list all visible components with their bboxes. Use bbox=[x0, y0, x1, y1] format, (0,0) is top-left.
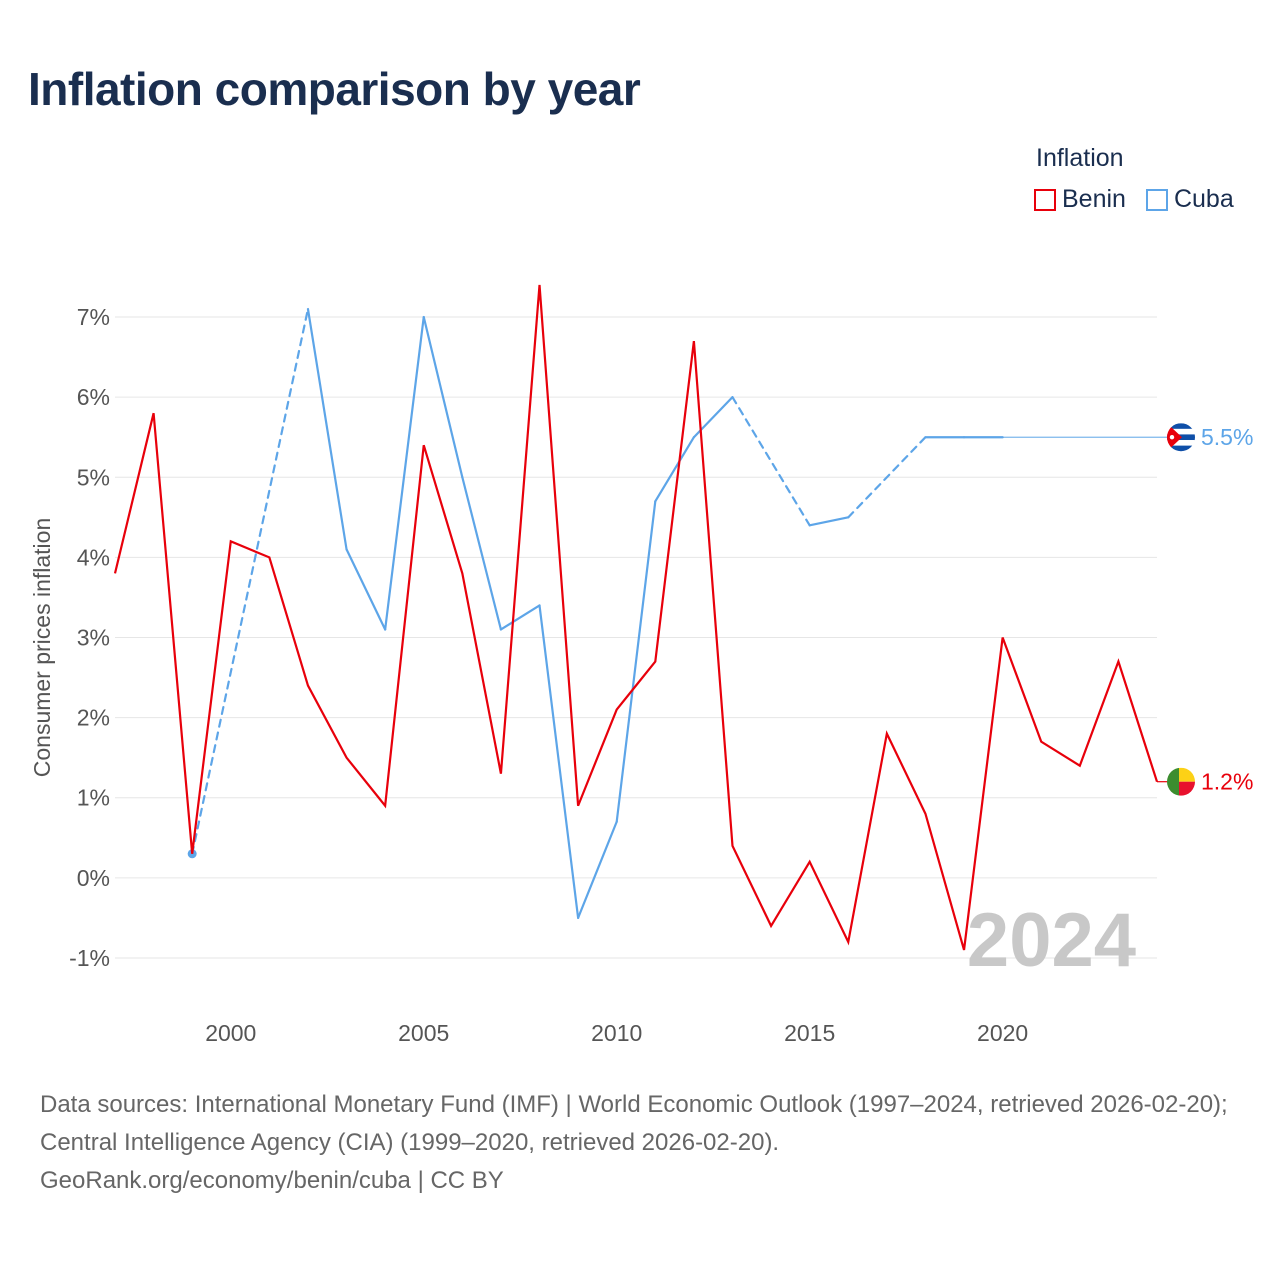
legend: Benin Cuba bbox=[1034, 185, 1246, 214]
x-tick-label: 2000 bbox=[205, 1020, 256, 1046]
cuba-line-segment bbox=[345, 548, 387, 631]
cuba-line-segment bbox=[191, 307, 310, 855]
legend-item-cuba[interactable]: Cuba bbox=[1145, 185, 1234, 214]
source-note: Data sources: International Monetary Fun… bbox=[40, 1086, 1250, 1200]
y-tick-label: -1% bbox=[69, 945, 110, 971]
y-tick-label: 3% bbox=[77, 625, 110, 651]
benin-end-label: 1.2% bbox=[1201, 769, 1253, 795]
cuba-line-segment bbox=[577, 820, 618, 919]
benin-line bbox=[113, 284, 1159, 951]
y-tick-label: 4% bbox=[77, 544, 110, 570]
cuba-line-segment bbox=[731, 396, 811, 527]
cuba-line-segment bbox=[808, 516, 850, 527]
legend-item-benin[interactable]: Benin bbox=[1034, 185, 1126, 214]
legend-label-cuba: Cuba bbox=[1173, 185, 1234, 213]
source-line-2: GeoRank.org/economy/benin/cuba | CC BY bbox=[40, 1167, 504, 1194]
cuba-line-segment bbox=[422, 315, 464, 479]
line-chart: -1% 0% 1% 2% 3% 4% 5% 6% 7% 2000 2005 2010 2015 2020 C… bbox=[29, 284, 1253, 1046]
y-tick-label: 5% bbox=[77, 464, 110, 490]
x-tick-label: 2010 bbox=[591, 1020, 642, 1046]
y-tick-label: 1% bbox=[77, 785, 110, 811]
y-tick-label: 6% bbox=[77, 384, 110, 410]
benin-flag-icon bbox=[1167, 767, 1195, 796]
year-watermark: 2024 bbox=[967, 898, 1136, 983]
y-tick-label: 7% bbox=[77, 304, 110, 330]
y-axis-title: Consumer prices inflation bbox=[29, 518, 55, 778]
cuba-end-label: 5.5% bbox=[1201, 424, 1253, 450]
source-line-1: Data sources: International Monetary Fun… bbox=[40, 1091, 1228, 1156]
legend-title: Inflation bbox=[1036, 144, 1124, 172]
legend-label-benin: Benin bbox=[1062, 185, 1126, 213]
y-tick-label: 2% bbox=[77, 705, 110, 731]
cuba-line-segment bbox=[499, 604, 541, 631]
legend-swatch-benin bbox=[1034, 188, 1056, 211]
x-tick-label: 2020 bbox=[977, 1020, 1028, 1046]
cuba-flag-icon bbox=[1167, 423, 1195, 452]
legend-swatch-cuba bbox=[1145, 188, 1168, 211]
cuba-line-segment bbox=[615, 500, 657, 823]
cuba-line-segment bbox=[461, 476, 503, 631]
chart-title: Inflation comparison by year bbox=[28, 63, 641, 115]
cuba-line-segment bbox=[384, 315, 425, 631]
cuba-line-segment bbox=[654, 436, 695, 503]
x-tick-label: 2005 bbox=[398, 1020, 449, 1046]
cuba-line-segment bbox=[538, 604, 580, 919]
y-tick-label: 0% bbox=[77, 865, 110, 891]
cuba-line-segment bbox=[306, 307, 348, 551]
cuba-line-segment bbox=[847, 436, 927, 519]
x-tick-label: 2015 bbox=[784, 1020, 835, 1046]
